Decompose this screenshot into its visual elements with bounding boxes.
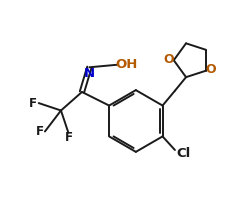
Text: Cl: Cl (176, 147, 191, 160)
Text: N: N (84, 67, 95, 80)
Text: O: O (164, 53, 174, 66)
Text: F: F (29, 97, 37, 110)
Text: OH: OH (116, 58, 138, 71)
Text: F: F (36, 125, 43, 138)
Text: O: O (206, 63, 216, 76)
Text: F: F (64, 131, 72, 144)
